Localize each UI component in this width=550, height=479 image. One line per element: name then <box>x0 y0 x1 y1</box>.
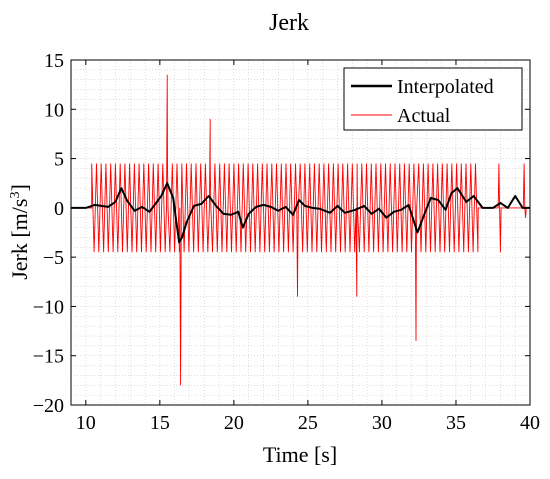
x-tick-label: 30 <box>372 412 392 434</box>
y-axis: 15 10 5 0 −5 −10 −15 −20 <box>33 50 530 417</box>
y-axis-title-main: Jerk [m/s <box>7 199 32 280</box>
series-actual-line <box>71 74 530 386</box>
chart-title: Jerk <box>269 10 309 36</box>
y-tick-label: 0 <box>54 198 64 220</box>
series-layer <box>71 74 530 386</box>
x-axis-title: Time [s] <box>263 442 337 467</box>
y-axis-title-superscript: 3 <box>8 192 23 199</box>
y-tick-label: −15 <box>33 346 64 368</box>
x-tick-label: 20 <box>224 412 244 434</box>
x-tick-label: 15 <box>150 412 170 434</box>
y-axis-title: Jerk [m/s3] <box>7 184 32 280</box>
legend: Interpolated Actual <box>343 67 523 131</box>
legend-box <box>343 67 523 131</box>
x-axis: 10 15 20 25 30 35 40 <box>76 60 540 434</box>
y-tick-label: −20 <box>33 395 64 417</box>
plot-frame <box>70 59 531 406</box>
series-interpolated-line <box>71 182 530 244</box>
y-tick-label: −10 <box>33 296 64 318</box>
x-tick-label: 25 <box>298 412 318 434</box>
y-tick-label: 15 <box>44 50 64 72</box>
y-tick-label: 5 <box>54 149 64 171</box>
x-tick-label: 35 <box>446 412 466 434</box>
y-tick-label: −5 <box>43 247 64 269</box>
y-axis-title-close: ] <box>7 184 32 191</box>
legend-label-interpolated: Interpolated <box>397 76 494 98</box>
x-tick-label: 40 <box>520 412 540 434</box>
y-tick-label: 10 <box>44 99 64 121</box>
legend-label-actual: Actual <box>397 105 451 127</box>
x-tick-label: 10 <box>76 412 96 434</box>
